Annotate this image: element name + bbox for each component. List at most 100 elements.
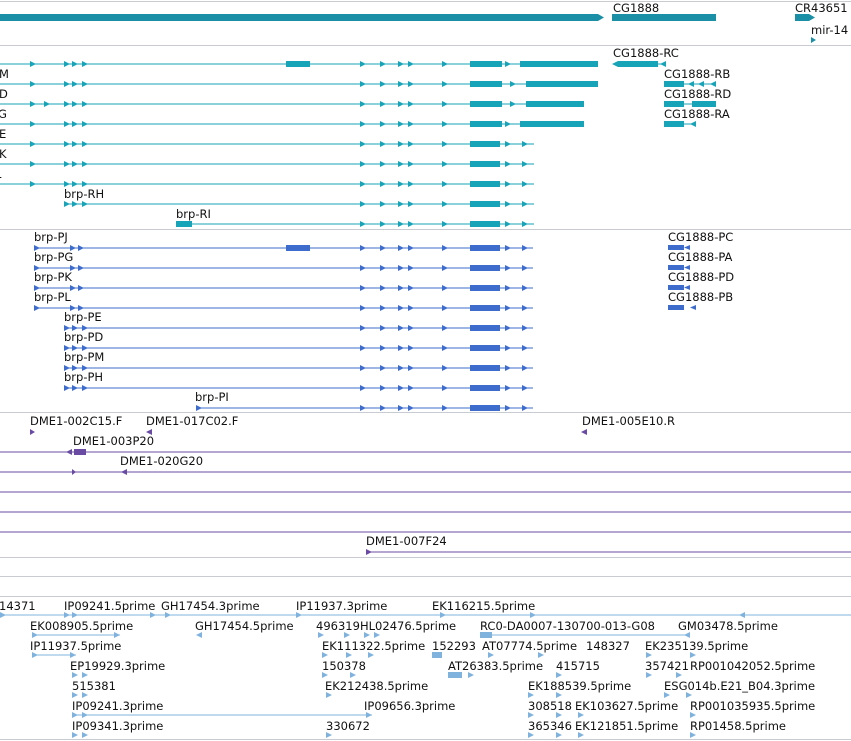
transcript-label-brp-rh[interactable]: brp-RH [64, 187, 104, 201]
clone-label-007f24[interactable]: DME1-007F24 [366, 534, 447, 548]
clone-label-020g20[interactable]: DME1-020G20 [120, 454, 203, 468]
est-label[interactable]: RP01458.5prime [690, 719, 786, 733]
transcript-label-cg1888-rd[interactable]: CG1888-RD [664, 87, 731, 101]
est-label[interactable]: EK103627.5prime [575, 699, 678, 713]
protein-label-brp-pe[interactable]: brp-PE [64, 310, 102, 324]
est-label[interactable]: RP001042052.5prime [690, 659, 815, 673]
est-label[interactable]: 14371 [0, 599, 36, 613]
clone-glyphs [30, 429, 587, 555]
transcript-track [0, 61, 716, 227]
clone-label-005e10[interactable]: DME1-005E10.R [582, 414, 675, 428]
transcript-cg1888-rd[interactable] [664, 101, 684, 107]
est-label[interactable]: AT07774.5prime [482, 639, 577, 653]
transcript-cg1888-rb[interactable] [664, 81, 684, 87]
edge-letter-k: K [0, 147, 7, 161]
edge-letter-m: M [0, 67, 9, 81]
gene-bar-cr43651[interactable] [795, 14, 809, 21]
est-label[interactable]: IP09241.5prime [64, 599, 155, 613]
est-label[interactable]: EK121851.5prime [575, 719, 678, 733]
est-glyphs [0, 612, 745, 738]
est-label[interactable]: 496319 [316, 619, 360, 633]
transcript-label-cg1888-rb[interactable]: CG1888-RB [664, 67, 730, 81]
clone-track [0, 429, 851, 555]
est-label[interactable]: IP09656.3prime [364, 699, 455, 713]
est-label[interactable]: HL02476.5prime [360, 619, 456, 633]
protein-label-brp-pg[interactable]: brp-PG [34, 250, 73, 264]
protein-label-brp-pj[interactable]: brp-PJ [34, 230, 68, 244]
est-label[interactable]: EK116215.5prime [432, 599, 535, 613]
gene-mir14-glyph[interactable] [811, 37, 816, 43]
protein-label-cg1888-pd[interactable]: CG1888-PD [668, 270, 734, 284]
edge-letter-l: L [0, 167, 2, 181]
est-label[interactable]: 152293 [432, 639, 476, 653]
est-label[interactable]: EP19929.3prime [70, 659, 165, 673]
transcript-exons [176, 61, 598, 227]
protein-label-cg1888-pc[interactable]: CG1888-PC [668, 230, 733, 244]
est-label[interactable]: EK008905.5prime [30, 619, 133, 633]
est-label[interactable]: EK188539.5prime [528, 679, 631, 693]
est-label[interactable]: RP001035935.5prime [690, 699, 815, 713]
est-label[interactable]: 148327 [586, 639, 630, 653]
protein-label-brp-ph[interactable]: brp-PH [64, 370, 103, 384]
gene-bar-brp[interactable] [0, 14, 598, 21]
est-label[interactable]: 515381 [72, 679, 116, 693]
protein-label-brp-pd[interactable]: brp-PD [64, 330, 103, 344]
cg1888-transcripts [612, 61, 716, 127]
protein-label-cg1888-pa[interactable]: CG1888-PA [668, 250, 733, 264]
protein-label-brp-pk[interactable]: brp-PK [34, 270, 72, 284]
est-label[interactable]: 357421 [645, 659, 689, 673]
transcript-cg1888-ra[interactable] [664, 121, 684, 127]
clone-label-003p20[interactable]: DME1-003P20 [73, 434, 154, 448]
transcript-exon-arrows [30, 61, 528, 227]
est-label[interactable]: 330672 [326, 719, 370, 733]
est-label[interactable]: IP09341.3prime [72, 719, 163, 733]
edge-letter-e: E [0, 127, 6, 141]
gene-bar-cg1888[interactable] [612, 14, 716, 21]
est-label[interactable]: IP11937.5prime [30, 639, 121, 653]
clone-label-002c15[interactable]: DME1-002C15.F [30, 414, 122, 428]
est-label[interactable]: 150378 [322, 659, 366, 673]
edge-letter-d: D [0, 87, 8, 101]
transcript-cg1888-rc[interactable] [618, 61, 658, 67]
edge-letter-g: G [0, 107, 7, 121]
est-label[interactable]: IP11937.3prime [296, 599, 387, 613]
est-label[interactable]: ESG014b.E21_B04.3prime [664, 679, 815, 693]
protein-label-brp-pm[interactable]: brp-PM [64, 350, 104, 364]
clone-labels: DME1-002C15.F DME1-017C02.F DME1-005E10.… [30, 414, 675, 548]
est-label[interactable]: RC0-DA0007-130700-013-G08 [480, 619, 655, 633]
clone-glyph-017c02[interactable] [146, 429, 152, 435]
transcript-labels: M D G E K L CG1888-RC CG1888-RB CG1888-R… [0, 46, 731, 221]
est-label[interactable]: IP09241.3prime [72, 699, 163, 713]
clone-glyph-002c15[interactable] [30, 429, 35, 435]
est-label[interactable]: EK212438.5prime [325, 679, 428, 693]
protein-lines [34, 247, 533, 409]
gene-arrow-brp [598, 14, 604, 21]
clone-glyph-005e10[interactable] [581, 429, 587, 435]
protein-exon-arrows [34, 245, 528, 411]
protein-label-brp-pi[interactable]: brp-PI [195, 390, 229, 404]
gene-label-cr43651[interactable]: CR43651 [795, 1, 848, 15]
est-label[interactable]: 415715 [556, 659, 600, 673]
est-label[interactable]: 308518 [528, 699, 572, 713]
est-track [0, 612, 851, 738]
transcript-label-cg1888-rc[interactable]: CG1888-RC [613, 46, 679, 60]
est-labels: 14371 IP09241.5prime GH17454.3prime IP11… [0, 599, 815, 733]
est-label[interactable]: 365346 [528, 719, 572, 733]
transcript-label-brp-ri[interactable]: brp-RI [176, 207, 211, 221]
gene-label-cg1888[interactable]: CG1888 [613, 1, 659, 15]
protein-label-brp-pl[interactable]: brp-PL [34, 290, 71, 304]
est-label[interactable]: GH17454.3prime [161, 599, 260, 613]
protein-labels: brp-PJ brp-PG brp-PK brp-PL brp-PE brp-P… [34, 230, 734, 404]
protein-track [34, 245, 696, 411]
est-label[interactable]: AT26383.5prime [448, 659, 543, 673]
transcript-label-cg1888-ra[interactable]: CG1888-RA [664, 107, 730, 121]
protein-label-cg1888-pb[interactable]: CG1888-PB [668, 290, 733, 304]
est-label[interactable]: GH17454.5prime [195, 619, 294, 633]
est-label[interactable]: EK235139.5prime [645, 639, 748, 653]
est-lines [0, 614, 851, 716]
est-label[interactable]: GM03478.5prime [678, 619, 778, 633]
clone-label-017c02[interactable]: DME1-017C02.F [146, 414, 238, 428]
gene-label-mir14[interactable]: mir-14 [811, 23, 848, 37]
est-label[interactable]: EK111322.5prime [322, 639, 425, 653]
